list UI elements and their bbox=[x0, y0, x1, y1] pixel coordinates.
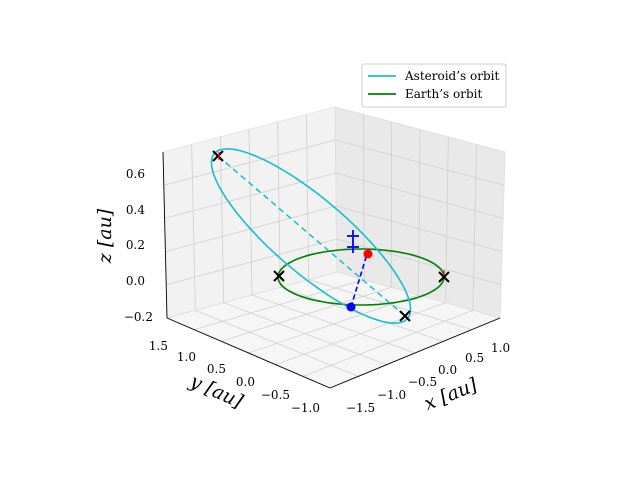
grid-line bbox=[335, 139, 505, 186]
y-tick-labels: 1.5 1.0 0.5 0.0 −0.5 −1.0 bbox=[149, 339, 320, 415]
grid-line bbox=[336, 238, 502, 286]
grid-line bbox=[305, 114, 310, 280]
x-tick-labels: −1.5 −1.0 −0.5 0.0 0.5 1.0 bbox=[346, 341, 510, 415]
earth-apsis-marker bbox=[273, 270, 285, 282]
z-axis-label: z [au] bbox=[94, 208, 116, 264]
z-axis-line bbox=[162, 151, 168, 319]
x-tick-label: −1.5 bbox=[346, 401, 375, 415]
asteroid-position-dot bbox=[346, 302, 356, 312]
grid-line bbox=[191, 144, 196, 311]
z-tick-label: 0.2 bbox=[126, 238, 145, 252]
x-tick-label: −0.5 bbox=[408, 375, 437, 389]
grid-lines bbox=[163, 114, 505, 377]
apsis-marker bbox=[212, 150, 224, 162]
y-tick-label: 1.0 bbox=[177, 350, 196, 364]
grid-line bbox=[248, 129, 253, 296]
grid-line bbox=[163, 139, 336, 186]
grid-line bbox=[308, 279, 472, 331]
earth-position-dot bbox=[363, 249, 373, 259]
grid-line bbox=[164, 172, 336, 219]
focus-plus-marker bbox=[347, 230, 359, 253]
x-tick-label: 0.5 bbox=[465, 351, 484, 365]
y-tick-label: −1.0 bbox=[291, 401, 320, 415]
x-tick-label: 0.0 bbox=[438, 363, 457, 377]
legend-box bbox=[361, 63, 507, 108]
z-tick-label: 0.4 bbox=[126, 203, 145, 217]
legend-label-earth: Earth’s orbit bbox=[405, 87, 482, 101]
grid-line bbox=[336, 205, 503, 252]
x-tick-label: 1.0 bbox=[491, 341, 510, 355]
y-tick-label: −0.5 bbox=[261, 388, 290, 402]
legend: Asteroid’s orbit Earth’s orbit bbox=[361, 63, 507, 108]
legend-label-asteroid: Asteroid’s orbit bbox=[404, 69, 499, 83]
earth-apsis-marker bbox=[438, 271, 450, 283]
grid-line bbox=[166, 238, 337, 286]
y-tick-label: 0.5 bbox=[207, 362, 226, 376]
y-tick-label: 1.5 bbox=[149, 339, 168, 353]
grid-line bbox=[277, 121, 281, 288]
z-tick-label: 0.0 bbox=[126, 274, 145, 288]
y-axis-line bbox=[166, 317, 331, 389]
y-tick-label: 0.0 bbox=[236, 375, 255, 389]
asteroid-major-axis bbox=[217, 155, 406, 317]
x-tick-label: −1.0 bbox=[377, 388, 406, 402]
grid-line bbox=[335, 172, 504, 219]
apsis-marker bbox=[399, 310, 411, 322]
z-tick-labels: 0.6 0.4 0.2 0.0 −0.2 bbox=[124, 167, 153, 324]
z-tick-label: 0.6 bbox=[126, 167, 145, 181]
grid-line bbox=[472, 144, 478, 311]
z-tick-label: −0.2 bbox=[124, 310, 153, 324]
x-axis-line bbox=[329, 317, 501, 389]
position-link-line bbox=[350, 253, 368, 308]
grid-line bbox=[418, 129, 421, 296]
grid-line bbox=[219, 136, 225, 303]
